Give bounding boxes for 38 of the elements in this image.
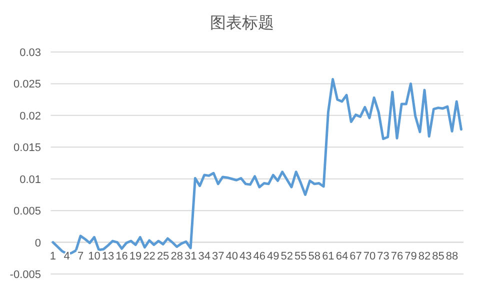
y-tick-label: 0 (34, 237, 41, 250)
x-tick-label: 76 (390, 250, 404, 262)
x-tick-label: 25 (156, 250, 170, 262)
x-tick-label: 16 (116, 250, 128, 262)
x-tick-label: 82 (418, 250, 431, 262)
x-tick-label: 34 (198, 250, 210, 262)
y-tick-label: -0.005 (10, 269, 41, 281)
x-tick-label: 55 (294, 250, 307, 262)
x-tick-label: 7 (77, 250, 84, 262)
y-tick-label: 0.005 (13, 206, 41, 218)
x-tick-label: 61 (322, 250, 334, 262)
x-tick-label: 13 (102, 250, 114, 262)
x-tick-label: 85 (432, 250, 444, 262)
x-tick-label: 1 (50, 250, 56, 262)
x-tick-label: 43 (240, 250, 252, 262)
y-tick-label: 0.03 (20, 47, 41, 59)
x-tick-label: 88 (446, 250, 458, 262)
x-tick-label: 79 (404, 250, 417, 262)
x-tick-label: 31 (184, 250, 197, 262)
x-tick-label: 22 (143, 250, 156, 262)
x-tick-label: 64 (336, 250, 348, 262)
x-tick-label: 19 (129, 250, 142, 262)
y-tick-label: 0.025 (13, 78, 41, 91)
x-tick-label: 70 (363, 250, 376, 262)
chart-title: 图表标题 (210, 14, 274, 32)
y-tick-label: 0.015 (13, 142, 41, 154)
x-tick-label: 10 (88, 250, 100, 262)
x-tick-label: 28 (170, 250, 183, 262)
y-tick-label: 0.01 (20, 174, 41, 186)
x-tick-label: 40 (226, 250, 238, 262)
x-tick-label: 73 (377, 250, 390, 262)
x-tick-label: 37 (212, 250, 224, 262)
x-tick-label: 49 (267, 250, 280, 262)
x-tick-label: 46 (253, 250, 266, 262)
x-tick-label: 52 (280, 250, 294, 262)
x-tick-label: 67 (350, 250, 362, 262)
y-tick-label: 0.02 (20, 110, 41, 122)
x-tick-label: 58 (308, 250, 321, 262)
